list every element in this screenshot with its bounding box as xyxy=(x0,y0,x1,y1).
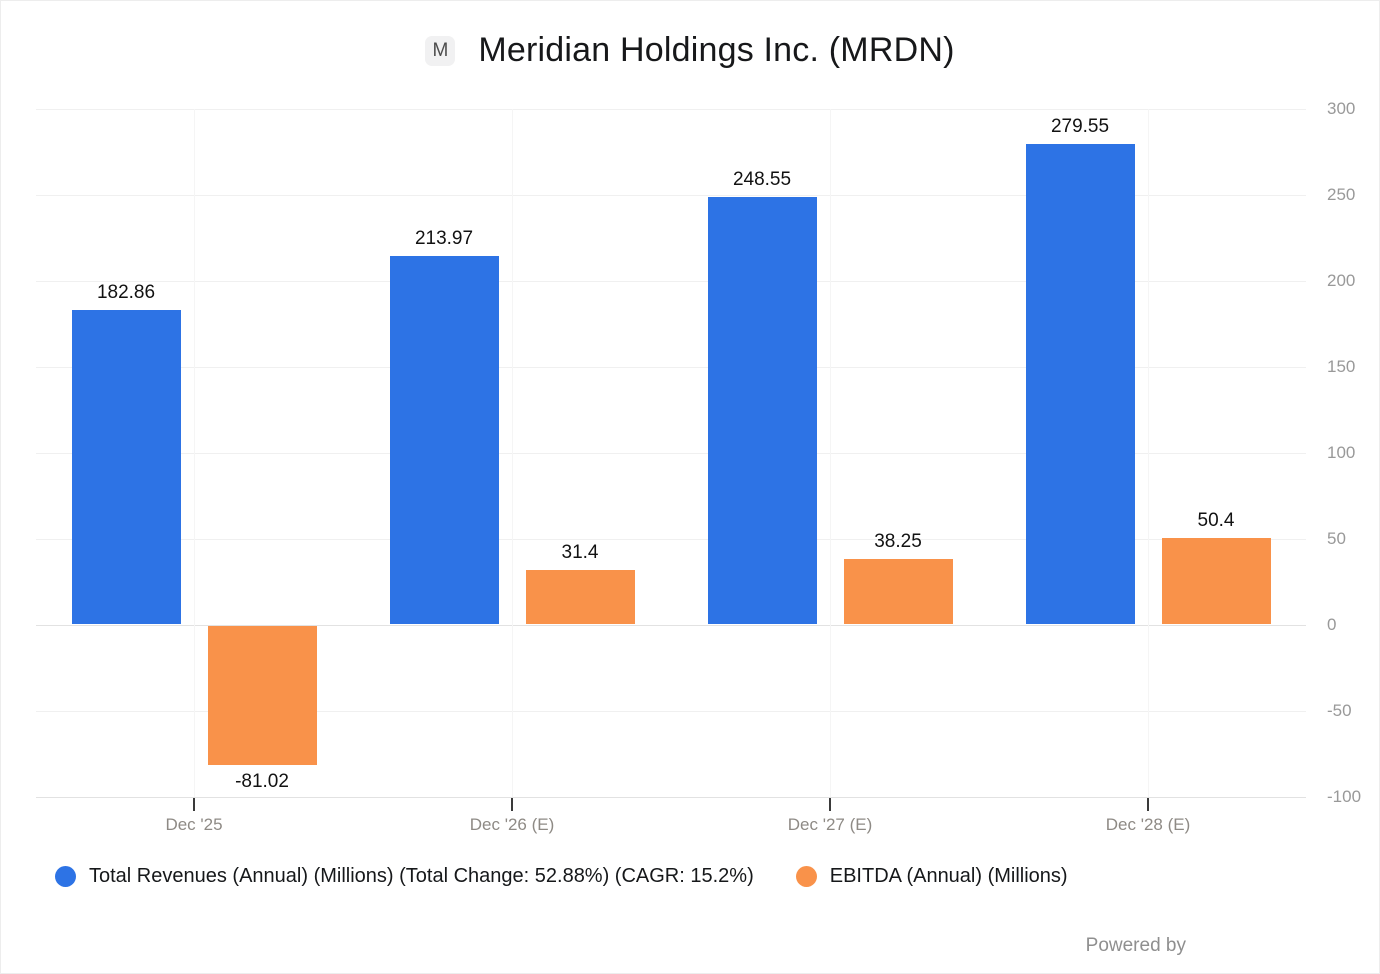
legend-item-total-revenues[interactable]: Total Revenues (Annual) (Millions) (Tota… xyxy=(55,865,754,888)
company-logo: M xyxy=(425,35,456,66)
company-logo-letter: M xyxy=(432,39,449,61)
y-tick-label: 150 xyxy=(1327,356,1356,376)
legend-marker-icon xyxy=(795,866,817,887)
h-gridline xyxy=(36,538,1306,540)
chart-title: Meridian Holdings Inc. (MRDN) xyxy=(478,31,955,69)
v-gridline xyxy=(194,108,195,797)
bar-total-revenues[interactable] xyxy=(707,196,817,625)
legend-item-label: Total Revenues (Annual) (Millions) (Tota… xyxy=(89,865,754,887)
bar-ebitda[interactable] xyxy=(525,570,635,625)
bar-value-label: 182.86 xyxy=(96,281,156,303)
y-tick-label: 200 xyxy=(1327,270,1356,290)
v-gridline xyxy=(830,108,831,797)
x-axis-label: Dec '25 xyxy=(165,814,223,834)
v-gridline xyxy=(512,108,513,797)
y-tick-label: 300 xyxy=(1327,98,1356,118)
powered-by-label: Powered by xyxy=(1085,935,1186,956)
bar-total-revenues[interactable] xyxy=(1025,143,1135,625)
bar-ebitda[interactable] xyxy=(1161,537,1271,625)
x-axis-tick xyxy=(193,797,195,811)
chart-header: M Meridian Holdings Inc. (MRDN) xyxy=(1,31,1379,70)
h-gridline xyxy=(36,194,1306,196)
x-axis-tick xyxy=(1147,797,1149,811)
x-axis-tick xyxy=(511,797,513,811)
bar-value-label: 248.55 xyxy=(732,168,792,190)
bar-value-label: -81.02 xyxy=(235,770,289,792)
legend-item-ebitda[interactable]: EBITDA (Annual) (Millions) xyxy=(795,865,1068,888)
bar-value-label: 213.97 xyxy=(414,228,474,250)
bar-total-revenues[interactable] xyxy=(389,256,499,625)
x-axis-tick xyxy=(829,797,831,811)
chart-legend: Total Revenues (Annual) (Millions) (Tota… xyxy=(1,865,1379,888)
y-tick-label: 100 xyxy=(1327,442,1356,462)
v-gridline xyxy=(1148,108,1149,797)
h-gridline xyxy=(36,796,1306,798)
x-axis-label: Dec '26 (E) xyxy=(469,814,555,834)
bar-total-revenues[interactable] xyxy=(71,309,181,625)
h-gridline xyxy=(36,366,1306,368)
y-tick-label: -50 xyxy=(1327,700,1352,720)
bar-value-label: 38.25 xyxy=(874,530,922,552)
bar-value-label: 50.4 xyxy=(1197,509,1235,531)
legend-item-label: EBITDA (Annual) (Millions) xyxy=(829,865,1068,887)
legend-marker-icon xyxy=(55,866,76,887)
bar-ebitda[interactable] xyxy=(843,558,953,625)
h-gridline xyxy=(36,452,1306,454)
h-gridline xyxy=(36,710,1306,712)
y-tick-label: -100 xyxy=(1327,786,1362,806)
y-tick-label: 250 xyxy=(1327,184,1356,204)
y-tick-label: 0 xyxy=(1327,614,1337,634)
zero-gridline xyxy=(36,624,1306,626)
bar-ebitda[interactable] xyxy=(207,625,317,765)
y-tick-label: 50 xyxy=(1327,528,1346,548)
x-axis-label: Dec '28 (E) xyxy=(1105,814,1191,834)
h-gridline xyxy=(36,280,1306,282)
h-gridline xyxy=(36,108,1306,110)
x-axis-label: Dec '27 (E) xyxy=(787,814,873,834)
bar-value-label: 279.55 xyxy=(1050,115,1110,137)
bar-value-label: 31.4 xyxy=(561,542,599,564)
